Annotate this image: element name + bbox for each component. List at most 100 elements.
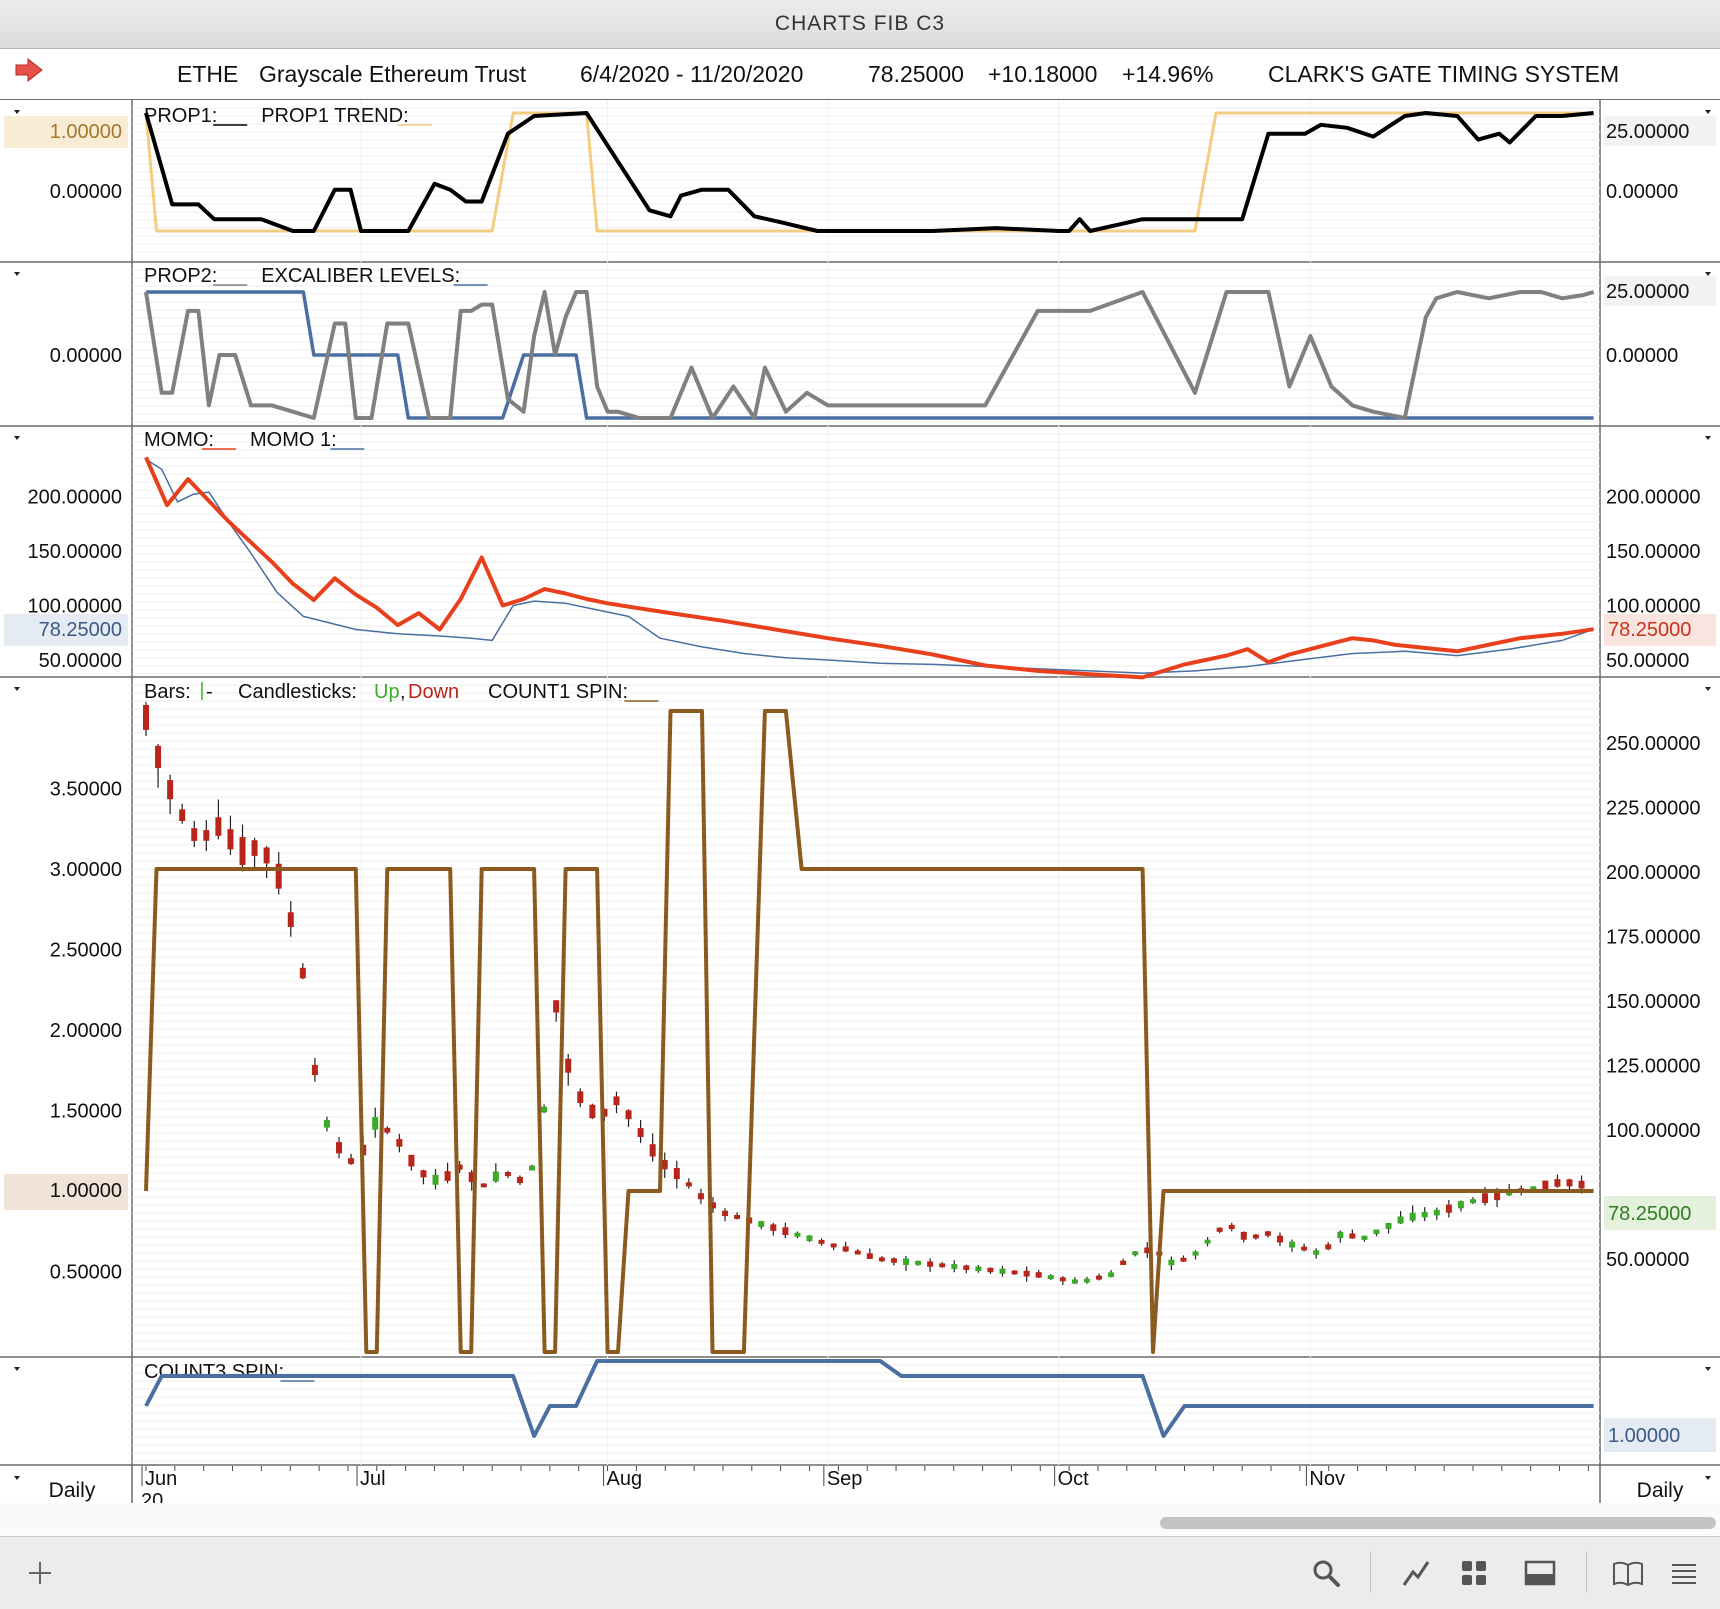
- candle-body: [287, 912, 294, 928]
- period-left: Daily: [49, 1479, 96, 1502]
- left-tick: 2.50000: [50, 940, 122, 962]
- candle-body: [1240, 1232, 1247, 1240]
- right-value-box: [1604, 116, 1716, 146]
- candle-body: [311, 1064, 318, 1076]
- chart-header: ETHE Grayscale Ethereum Trust 6/4/2020 -…: [0, 49, 1720, 100]
- left-tick: 200.00000: [27, 487, 122, 509]
- candle-body: [143, 704, 149, 730]
- candle-body: [601, 1108, 608, 1117]
- candle-body: [1180, 1257, 1187, 1262]
- candle-body: [1120, 1260, 1127, 1265]
- panel-collapse-icon: [14, 436, 20, 440]
- panel-layout-icon[interactable]: [1510, 1537, 1570, 1609]
- grid-icon[interactable]: [1444, 1537, 1504, 1609]
- legend-count3: COUNT3 SPIN:: [144, 1361, 284, 1383]
- scrollbar-thumb[interactable]: [1160, 1517, 1716, 1529]
- percent-change: +14.96%: [1122, 61, 1214, 87]
- candle-body: [1108, 1272, 1115, 1277]
- legend-bars: Bars:: [144, 681, 191, 703]
- candle-body: [709, 1202, 716, 1209]
- candle-body: [1554, 1179, 1561, 1187]
- count3-spin-line: [144, 1359, 1594, 1438]
- candle-body: [1023, 1270, 1030, 1277]
- candle-body: [1397, 1216, 1404, 1224]
- left-tick: 0.00000: [50, 181, 122, 203]
- candle-body: [1011, 1270, 1018, 1275]
- book-icon[interactable]: [1598, 1537, 1658, 1609]
- candle-body: [456, 1164, 463, 1170]
- candle-body: [854, 1250, 861, 1255]
- period-right: Daily: [1637, 1479, 1684, 1502]
- candle-body: [878, 1257, 885, 1262]
- candle-body: [1216, 1227, 1223, 1232]
- horizontal-scrollbar[interactable]: [0, 1503, 1720, 1535]
- candle-body: [1047, 1275, 1054, 1280]
- legend-prop1-trend: PROP1 TREND:: [261, 105, 408, 127]
- panel-collapse-icon: [1705, 272, 1711, 276]
- panel-collapse-icon: [1705, 1367, 1711, 1371]
- red-right-arrow-icon[interactable]: [14, 57, 44, 89]
- candle-body: [1373, 1229, 1380, 1235]
- candle-body: [782, 1227, 789, 1236]
- candle-body: [553, 1000, 560, 1013]
- candle-body: [1168, 1259, 1175, 1266]
- candle-body: [372, 1117, 379, 1130]
- candle-body: [758, 1221, 765, 1227]
- candle-body: [1349, 1233, 1356, 1239]
- candle-body: [565, 1058, 572, 1073]
- right-tick: 225.00000: [1606, 798, 1701, 820]
- candle-body: [987, 1267, 994, 1273]
- right-tick: 100.00000: [1606, 1120, 1701, 1142]
- candle-body: [408, 1154, 415, 1167]
- right-tick: 25.00000: [1606, 121, 1689, 143]
- left-value-marker: [4, 614, 128, 646]
- candle-body: [323, 1119, 330, 1128]
- candle-body: [939, 1263, 946, 1268]
- legend-momo: MOMO:: [144, 429, 214, 451]
- candle-body: [492, 1171, 499, 1182]
- candle-body: [227, 829, 234, 850]
- system-name: CLARK'S GATE TIMING SYSTEM: [1268, 61, 1620, 87]
- left-tick: 3.00000: [50, 859, 122, 881]
- panel-collapse-icon: [14, 1367, 20, 1371]
- legend-excaliber: EXCALIBER LEVELS:: [261, 265, 460, 287]
- prop1-line: [144, 111, 1594, 233]
- candle-body: [637, 1128, 644, 1137]
- candle-body: [649, 1144, 656, 1157]
- panel-collapse-icon: [1705, 687, 1711, 691]
- left-tick: 100.00000: [27, 596, 122, 618]
- candle-body: [468, 1172, 475, 1183]
- panel-collapse-icon: [1705, 436, 1711, 440]
- candle-body: [1325, 1244, 1332, 1250]
- candle-body: [734, 1214, 741, 1219]
- search-icon[interactable]: [1296, 1537, 1356, 1609]
- chart-area[interactable]: PROP1: PROP1 TREND: 1.00000 0.00000 25.00000…: [0, 0, 1720, 1503]
- left-value-marker: [4, 1174, 128, 1210]
- axis-collapse-icon: [1705, 1476, 1711, 1480]
- right-tick: 50.00000: [1606, 1249, 1689, 1271]
- toolbar-separator: [1370, 1551, 1371, 1593]
- month-label: Jul: [360, 1468, 386, 1490]
- right-value-marker: [1604, 1196, 1716, 1230]
- candle-body: [577, 1091, 584, 1103]
- bottom-toolbar: [0, 1536, 1720, 1609]
- symbol: ETHE: [177, 61, 239, 87]
- candle-body: [1361, 1235, 1368, 1240]
- candle-body: [794, 1232, 801, 1237]
- line-chart-icon[interactable]: [1386, 1537, 1446, 1609]
- candle-body: [1192, 1251, 1199, 1256]
- candle-body: [1494, 1190, 1501, 1201]
- menu-icon[interactable]: [1654, 1537, 1714, 1609]
- candle-body: [1252, 1234, 1259, 1239]
- right-tick: 100.00000: [1606, 596, 1701, 618]
- month-label: Sep: [827, 1468, 863, 1490]
- right-tick: 25.00000: [1606, 281, 1689, 303]
- candle-body: [516, 1176, 523, 1184]
- candle-body: [1385, 1222, 1392, 1229]
- candle-body: [613, 1096, 620, 1106]
- candle-body: [1566, 1179, 1573, 1187]
- left-tick: 3.50000: [50, 779, 122, 801]
- candle-body: [239, 837, 246, 866]
- legend-prop2: PROP2:: [144, 265, 217, 287]
- plus-icon[interactable]: [10, 1537, 70, 1609]
